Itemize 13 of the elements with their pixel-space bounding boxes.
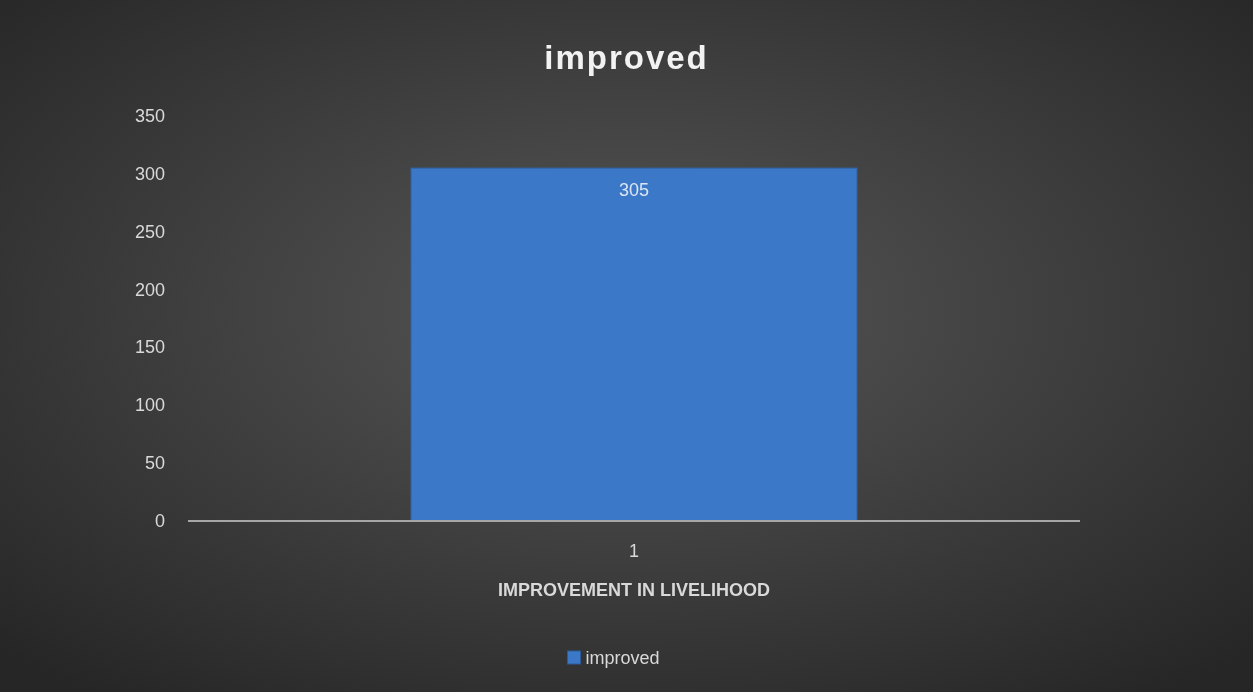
legend-label: improved <box>585 648 660 668</box>
x-axis-title: IMPROVEMENT IN LIVELIHOOD <box>497 580 771 600</box>
y-tick-label: 50 <box>144 453 165 474</box>
y-tick-label: 200 <box>134 279 165 300</box>
y-tick-label: 0 <box>154 511 165 531</box>
y-tick-label: 100 <box>134 395 165 416</box>
data-label: 305 <box>618 180 650 201</box>
chart-title: improved <box>544 38 709 76</box>
y-tick-label: 150 <box>134 337 165 358</box>
y-tick-label: 300 <box>134 163 165 184</box>
y-tick-label: 350 <box>134 106 165 126</box>
y-tick-label: 250 <box>134 221 165 242</box>
x-tick-label: 1 <box>628 541 640 561</box>
